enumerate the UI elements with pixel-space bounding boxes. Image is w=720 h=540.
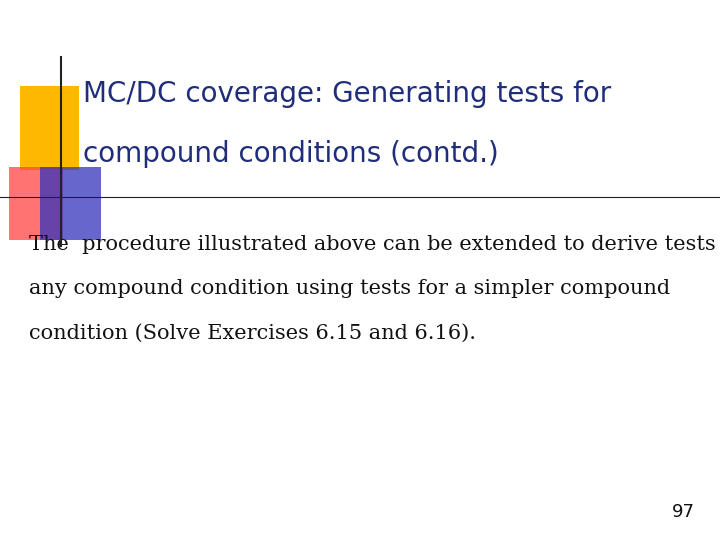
- Text: condition (Solve Exercises 6.15 and 6.16).: condition (Solve Exercises 6.15 and 6.16…: [29, 323, 476, 342]
- Text: compound conditions (contd.): compound conditions (contd.): [83, 140, 498, 168]
- Bar: [9, 167, 63, 240]
- Bar: [40, 167, 101, 240]
- Text: The  procedure illustrated above can be extended to derive tests for: The procedure illustrated above can be e…: [29, 235, 720, 254]
- Bar: [20, 86, 79, 170]
- Text: MC/DC coverage: Generating tests for: MC/DC coverage: Generating tests for: [83, 80, 611, 109]
- Text: 97: 97: [672, 503, 695, 521]
- Text: any compound condition using tests for a simpler compound: any compound condition using tests for a…: [29, 279, 670, 298]
